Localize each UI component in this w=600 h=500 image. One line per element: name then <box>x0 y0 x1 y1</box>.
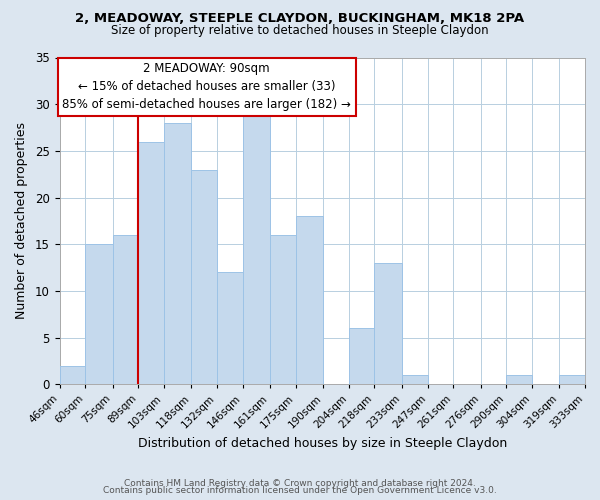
Bar <box>59 366 85 384</box>
Bar <box>113 235 138 384</box>
X-axis label: Distribution of detached houses by size in Steeple Claydon: Distribution of detached houses by size … <box>137 437 507 450</box>
Bar <box>138 142 164 384</box>
Y-axis label: Number of detached properties: Number of detached properties <box>15 122 28 320</box>
Text: 2, MEADOWAY, STEEPLE CLAYDON, BUCKINGHAM, MK18 2PA: 2, MEADOWAY, STEEPLE CLAYDON, BUCKINGHAM… <box>76 12 524 26</box>
Text: Size of property relative to detached houses in Steeple Claydon: Size of property relative to detached ho… <box>111 24 489 37</box>
Bar <box>559 375 585 384</box>
Bar <box>164 123 191 384</box>
Bar <box>270 235 296 384</box>
Bar <box>585 375 600 384</box>
Bar <box>85 244 113 384</box>
Bar <box>296 216 323 384</box>
Text: 2 MEADOWAY: 90sqm
← 15% of detached houses are smaller (33)
85% of semi-detached: 2 MEADOWAY: 90sqm ← 15% of detached hous… <box>62 62 351 112</box>
Bar <box>349 328 374 384</box>
Text: Contains HM Land Registry data © Crown copyright and database right 2024.: Contains HM Land Registry data © Crown c… <box>124 478 476 488</box>
Bar <box>191 170 217 384</box>
Bar <box>217 272 242 384</box>
Bar <box>402 375 428 384</box>
Text: Contains public sector information licensed under the Open Government Licence v3: Contains public sector information licen… <box>103 486 497 495</box>
Bar <box>242 114 270 384</box>
Bar <box>374 263 402 384</box>
Bar <box>506 375 532 384</box>
